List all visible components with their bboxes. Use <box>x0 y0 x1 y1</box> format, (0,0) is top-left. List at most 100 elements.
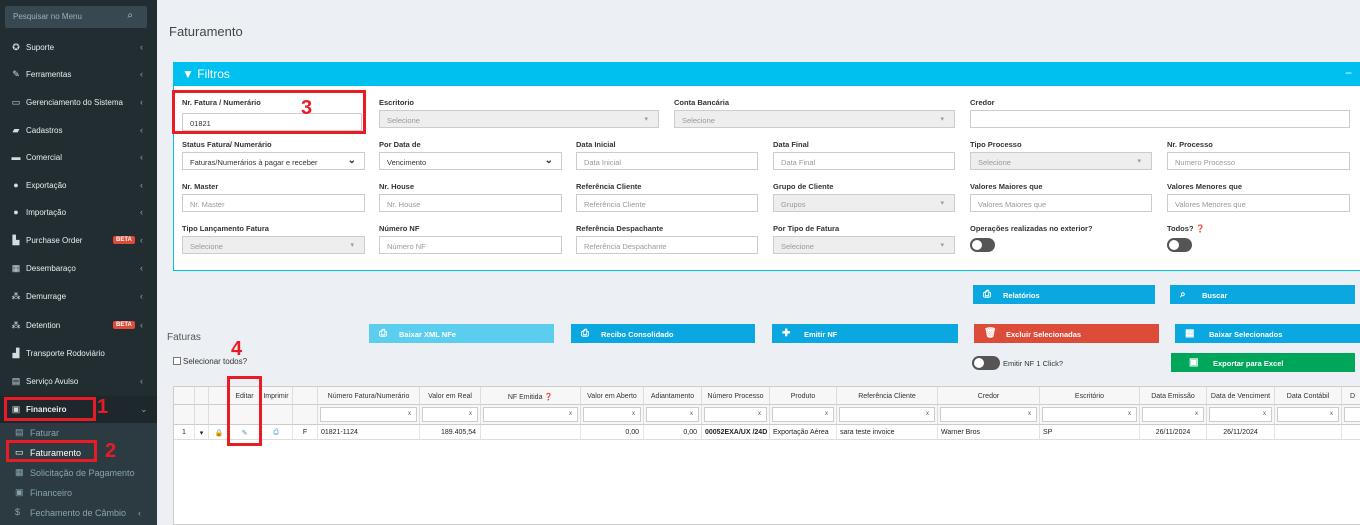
header-ref-cliente[interactable]: Referência Cliente <box>837 387 938 405</box>
filter-input[interactable] <box>839 407 935 422</box>
header-adiantamento[interactable]: Adiantamento <box>644 387 702 405</box>
filter-d[interactable] <box>1342 405 1360 425</box>
header-imprimir[interactable]: Imprimir <box>260 387 293 405</box>
print-icon[interactable]: ⎙ <box>260 425 293 440</box>
filter-input[interactable] <box>483 407 578 422</box>
filter-input[interactable] <box>772 407 834 422</box>
filter-input[interactable] <box>1042 407 1137 422</box>
filters-header[interactable]: ▼ Filtros − <box>174 62 1360 86</box>
recibo-consolidado-button[interactable]: ⎙ Recibo Consolidado <box>571 324 755 343</box>
buscar-button[interactable]: ⌕ Buscar <box>1170 285 1355 304</box>
sidebar-item-comercial[interactable]: ▬ Comercial ‹ <box>0 144 157 171</box>
ref-despachante-input[interactable]: Referência Despachante <box>576 236 758 254</box>
sidebar-item-detention[interactable]: ⁂ Detention BETA ‹ <box>0 312 157 339</box>
filter-data-vencimento[interactable]: x <box>1207 405 1275 425</box>
filter-input[interactable] <box>1344 407 1360 422</box>
header-numero-processo[interactable]: Número Processo <box>702 387 770 405</box>
valores-menores-input[interactable]: Valores Menores que <box>1167 194 1350 212</box>
clear-filter-icon[interactable]: x <box>825 411 828 417</box>
filter-ref-cliente[interactable]: x <box>837 405 938 425</box>
clear-filter-icon[interactable]: x <box>408 411 411 417</box>
exportar-excel-button[interactable]: ▣ Exportar para Excel <box>1171 353 1355 372</box>
clear-filter-icon[interactable]: x <box>1263 411 1266 417</box>
filter-input[interactable] <box>320 407 417 422</box>
relatorios-button[interactable]: ⎙ Relatórios <box>973 285 1155 304</box>
submenu-item-faturar[interactable]: ▤ Faturar <box>0 423 157 443</box>
filter-input[interactable] <box>422 407 478 422</box>
todos-toggle[interactable] <box>1167 238 1192 252</box>
filter-input[interactable] <box>704 407 767 422</box>
nr-house-input[interactable]: Nr. House <box>379 194 562 212</box>
header-valor-aberto[interactable]: Valor em Aberto <box>581 387 644 405</box>
sidebar-item-cadastros[interactable]: ▰ Cadastros ‹ <box>0 117 157 144</box>
sidebar-item-transporte[interactable]: ▟ Transporte Rodoviário <box>0 340 157 367</box>
collapse-icon[interactable]: − <box>1344 66 1352 80</box>
status-fatura-select[interactable]: Faturas/Numerários à pagar e receber ⌄ <box>182 152 365 170</box>
por-data-select[interactable]: Vencimento ⌄ <box>379 152 562 170</box>
excluir-selecionadas-button[interactable]: 🗑 Excluir Selecionadas <box>974 324 1159 343</box>
sidebar-item-gerenciamento[interactable]: ▭ Gerenciamento do Sistema ‹ <box>0 89 157 116</box>
filter-valor-real[interactable]: x <box>420 405 481 425</box>
grupo-cliente-select[interactable]: Grupos ▾ <box>773 194 955 212</box>
clear-filter-icon[interactable]: x <box>926 411 929 417</box>
filter-escritorio[interactable]: x <box>1040 405 1140 425</box>
sidebar-item-suporte[interactable]: ✪ Suporte ‹ <box>0 34 157 61</box>
operacoes-exterior-toggle[interactable] <box>970 238 995 252</box>
filter-nf-emitida[interactable]: x <box>481 405 581 425</box>
sidebar-item-desembaraco[interactable]: ▦ Desembaraço ‹ <box>0 255 157 282</box>
clear-filter-icon[interactable]: x <box>569 411 572 417</box>
baixar-selecionados-button[interactable]: ▦ Baixar Selecionados <box>1175 324 1360 343</box>
header-nf-emitida[interactable]: NF Emitida ❓ <box>481 387 581 405</box>
submenu-item-faturamento[interactable]: ▭ Faturamento <box>0 443 157 463</box>
nr-processo-input[interactable]: Numero Processo <box>1167 152 1350 170</box>
sidebar-item-exportacao[interactable]: ● Exportação ‹ <box>0 172 157 199</box>
header-data-vencimento[interactable]: Data de Venciment <box>1207 387 1275 405</box>
help-icon[interactable]: ❓ <box>544 394 554 401</box>
ref-cliente-input[interactable]: Referência Cliente <box>576 194 758 212</box>
conta-bancaria-select[interactable]: Selecione ▾ <box>674 110 955 128</box>
header-produto[interactable]: Produto <box>770 387 837 405</box>
menu-search-input[interactable]: Pesquisar no Menu ⌕ <box>5 6 147 28</box>
filter-numero-fatura[interactable]: x <box>318 405 420 425</box>
emitir-nf-1click-toggle[interactable] <box>972 356 1000 370</box>
header-data-contabil[interactable]: Data Contábil <box>1275 387 1342 405</box>
clear-filter-icon[interactable]: x <box>632 411 635 417</box>
credor-input[interactable] <box>970 110 1350 128</box>
search-icon[interactable]: ⌕ <box>127 10 133 21</box>
sidebar-item-importacao[interactable]: ● Importação ‹ <box>0 199 157 226</box>
cell-numero-processo[interactable]: 00052EXA/UX /24D <box>702 425 770 440</box>
filter-adiantamento[interactable]: x <box>644 405 702 425</box>
submenu-item-financeiro[interactable]: ▣ Financeiro <box>0 483 157 503</box>
select-all-checkbox[interactable]: Selecionar todos? <box>173 357 247 366</box>
filter-numero-processo[interactable]: x <box>702 405 770 425</box>
filter-input[interactable] <box>646 407 699 422</box>
filter-input[interactable] <box>583 407 641 422</box>
filter-valor-aberto[interactable]: x <box>581 405 644 425</box>
sidebar-item-servico-avulso[interactable]: ▤ Serviço Avulso ‹ <box>0 368 157 395</box>
nr-fatura-input[interactable]: 01821 <box>182 113 362 131</box>
clear-filter-icon[interactable]: x <box>1330 411 1333 417</box>
escritorio-select[interactable]: Selecione ▾ <box>379 110 659 128</box>
row-expand-icon[interactable]: ▾ <box>195 425 209 440</box>
clear-filter-icon[interactable]: x <box>690 411 693 417</box>
sidebar-item-ferramentas[interactable]: ✎ Ferramentas ‹ <box>0 61 157 88</box>
data-final-input[interactable]: Data Final <box>773 152 955 170</box>
clear-filter-icon[interactable]: x <box>1128 411 1131 417</box>
clear-filter-icon[interactable]: x <box>1195 411 1198 417</box>
nr-master-input[interactable]: Nr. Master <box>182 194 365 212</box>
header-d[interactable]: D <box>1342 387 1360 405</box>
sidebar-item-demurrage[interactable]: ⁂ Demurrage ‹ <box>0 283 157 310</box>
help-icon[interactable]: ❓ <box>1195 224 1205 233</box>
tipo-processo-select[interactable]: Selecione ▾ <box>970 152 1152 170</box>
filter-data-contabil[interactable]: x <box>1275 405 1342 425</box>
header-numero-fatura[interactable]: Número Fatura/Numerário <box>318 387 420 405</box>
tipo-lancamento-select[interactable]: Selecione ▾ <box>182 236 365 254</box>
numero-nf-input[interactable]: Número NF <box>379 236 562 254</box>
data-inicial-input[interactable]: Data Inicial <box>576 152 758 170</box>
checkbox-box[interactable] <box>173 357 181 365</box>
filter-input[interactable] <box>1142 407 1204 422</box>
clear-filter-icon[interactable]: x <box>469 411 472 417</box>
submenu-item-solicitacao[interactable]: ▦ Solicitação de Pagamento <box>0 463 157 483</box>
filter-input[interactable] <box>1209 407 1272 422</box>
filter-input[interactable] <box>940 407 1037 422</box>
